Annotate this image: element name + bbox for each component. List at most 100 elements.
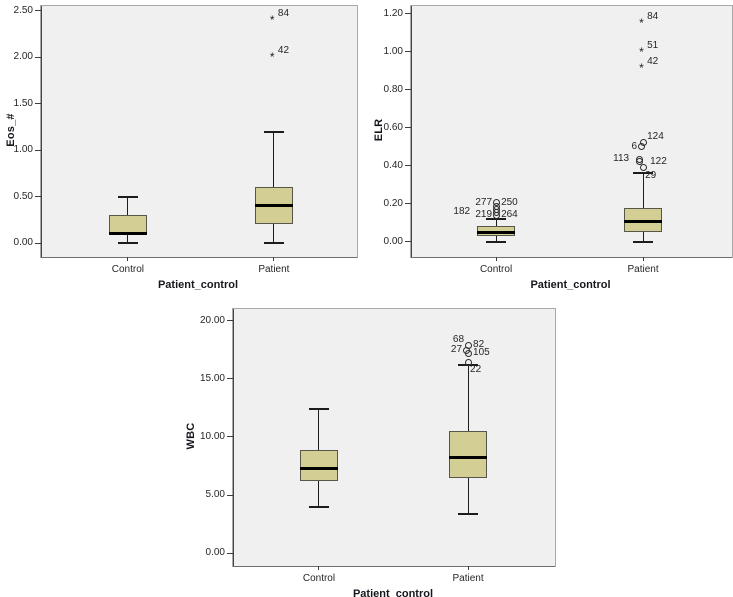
y-tick-label: 0.00 — [383, 235, 403, 247]
outlier-label: 29 — [645, 169, 657, 181]
median-line — [299, 466, 338, 470]
x-axis-title-wbc: Patient_control — [352, 588, 434, 597]
y-tick-label: 1.00 — [383, 45, 403, 57]
box-patient — [624, 207, 663, 233]
outlier-label: 68 — [452, 334, 465, 346]
y-axis-line — [233, 309, 234, 566]
whisker-cap-bottom — [486, 240, 507, 243]
y-tick — [227, 552, 233, 554]
whisker-cap-bottom — [458, 512, 479, 515]
category-tick — [273, 257, 275, 261]
category-tick — [318, 566, 320, 570]
whisker-cap-top — [263, 130, 284, 133]
outlier-star-icon: * — [639, 60, 644, 75]
y-tick-label: 1.50 — [13, 97, 33, 109]
plot-area-wbc: 0.00 5.00 10.00 15.00 20.00 Control Patient 68 8… — [200, 308, 556, 584]
plot-area-eos: 0.00 0.50 1.00 1.50 2.00 2.50 Control Patient * 8… — [14, 5, 358, 275]
x-axis-line — [411, 257, 732, 258]
outlier-label: 82 — [473, 339, 485, 351]
median-line — [624, 220, 663, 224]
x-axis-title-eos: Patient_control — [157, 279, 239, 291]
category-tick — [127, 257, 129, 261]
category-tick — [495, 257, 497, 261]
x-axis-line — [41, 257, 357, 258]
y-tick-label: 20.00 — [199, 314, 225, 326]
outlier-label: 113 — [613, 153, 630, 165]
outlier-label: 27 — [450, 344, 463, 356]
y-tick — [405, 127, 411, 129]
outlier-label: 42 — [647, 55, 659, 67]
box-patient — [449, 431, 488, 478]
y-tick-label: 1.00 — [13, 144, 33, 156]
y-tick-label: 0.40 — [383, 159, 403, 171]
y-tick-label: 5.00 — [205, 489, 225, 501]
y-tick — [35, 10, 41, 12]
outlier-circle-icon — [635, 158, 643, 166]
outlier-circle-icon — [639, 164, 647, 172]
median-line — [108, 232, 147, 236]
y-tick — [35, 242, 41, 244]
outlier-label: 182 — [453, 206, 471, 218]
whisker-cap-top — [117, 195, 138, 198]
y-tick-label: 0.80 — [383, 83, 403, 95]
whisker-cap-bottom — [633, 240, 654, 243]
outlier-label: 6 — [631, 140, 638, 152]
median-line — [254, 204, 293, 208]
outlier-circle-icon — [464, 349, 472, 357]
outlier-label: 264 — [501, 209, 518, 221]
whisker-cap-bottom — [263, 242, 284, 245]
outlier-label: 84 — [277, 7, 290, 19]
y-tick-label: 0.20 — [383, 197, 403, 209]
y-tick-label: 15.00 — [199, 372, 225, 384]
y-tick-label: 0.50 — [13, 190, 33, 202]
x-axis-title-elr: Patient_control — [530, 279, 611, 291]
outlier-star-icon: * — [639, 16, 644, 31]
outlier-label: 277 — [475, 196, 493, 208]
y-tick-label: 2.50 — [13, 4, 33, 16]
y-tick-label: 10.00 — [199, 430, 225, 442]
whisker-cap-top — [633, 172, 654, 175]
y-tick — [227, 378, 233, 380]
category-label: Control — [111, 264, 145, 275]
category-label: Control — [479, 264, 513, 275]
category-tick — [467, 566, 469, 570]
outlier-circle-icon — [637, 143, 645, 151]
category-tick — [642, 257, 644, 261]
y-tick — [405, 13, 411, 15]
whisker-cap-bottom — [308, 505, 329, 508]
y-tick-label: 0.60 — [383, 121, 403, 133]
y-tick — [35, 149, 41, 151]
y-tick-label: 1.20 — [383, 7, 403, 19]
x-axis-line — [233, 566, 555, 567]
outlier-star-icon: * — [639, 44, 644, 59]
y-tick — [35, 103, 41, 105]
outlier-label: 22 — [470, 364, 482, 376]
whisker-cap-top — [486, 217, 507, 220]
outlier-circle-icon — [464, 358, 472, 366]
category-label: Patient — [627, 264, 659, 275]
outlier-circle-icon — [492, 211, 500, 219]
box-control — [299, 449, 338, 482]
outlier-label: 51 — [647, 39, 659, 51]
y-tick — [227, 320, 233, 322]
outlier-label: 122 — [650, 155, 667, 167]
y-tick — [405, 165, 411, 167]
y-tick — [35, 56, 41, 58]
category-label: Patient — [452, 573, 484, 584]
y-tick — [35, 196, 41, 198]
y-tick-label: 2.00 — [13, 51, 33, 63]
outlier-label: 84 — [647, 11, 659, 23]
y-tick — [405, 51, 411, 53]
outlier-label: 250 — [501, 196, 518, 208]
whisker-cap-bottom — [117, 242, 138, 245]
category-label: Control — [302, 573, 336, 584]
whisker-cap-top — [308, 408, 329, 410]
y-axis-line — [411, 6, 412, 257]
outlier-label: 219 — [475, 209, 493, 221]
y-axis-line — [41, 6, 42, 257]
outlier-label: 42 — [277, 45, 290, 57]
